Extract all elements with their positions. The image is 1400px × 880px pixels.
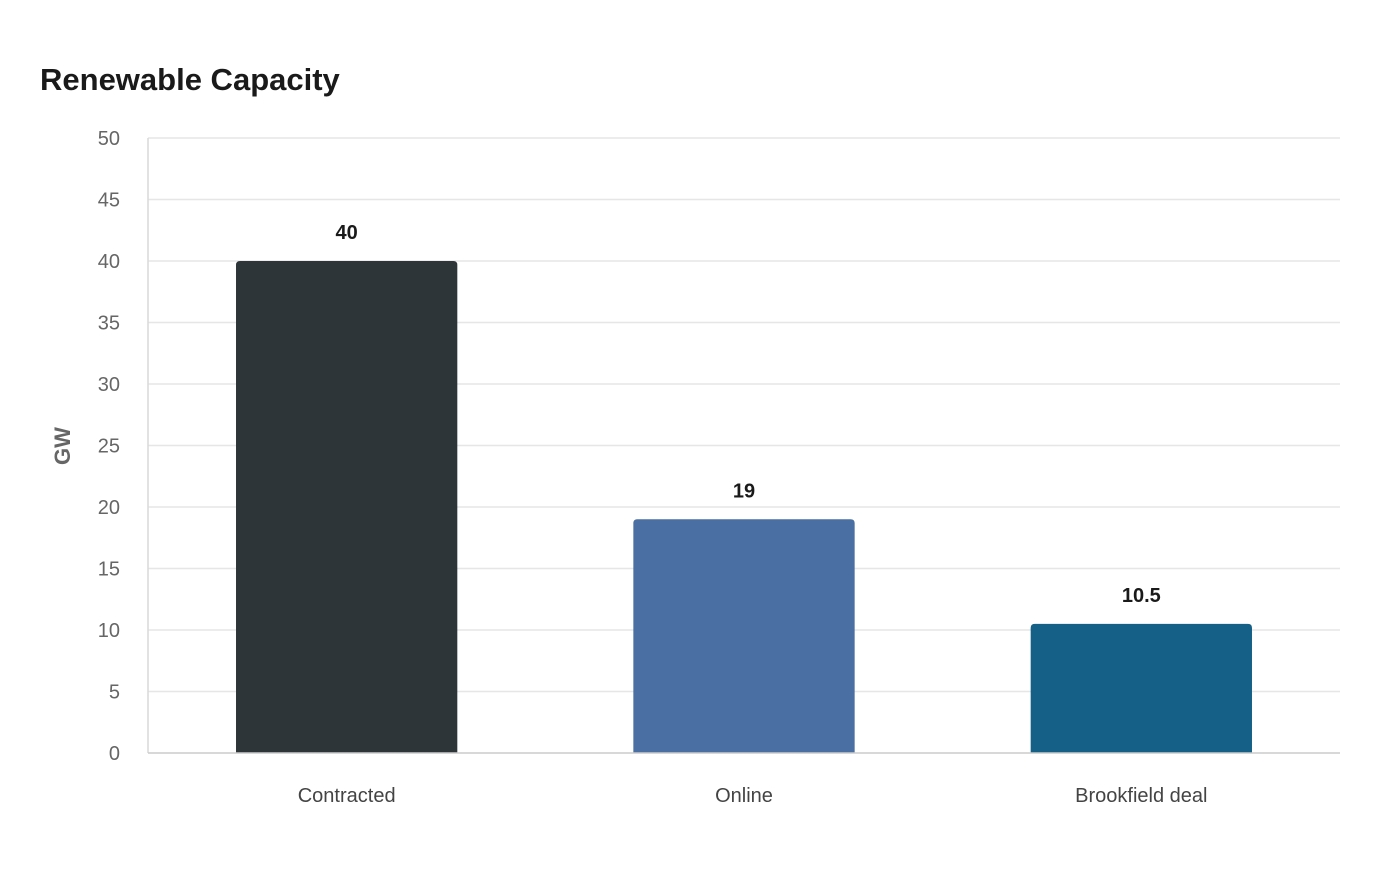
- y-tick-label: 40: [98, 251, 120, 273]
- bars: [236, 261, 1252, 753]
- y-tick-label: 30: [98, 374, 120, 396]
- y-tick-label: 0: [109, 743, 120, 765]
- bar-brookfield-deal: [1030, 623, 1252, 753]
- bar-value-label: 19: [733, 480, 755, 502]
- y-tick-label: 20: [98, 497, 120, 519]
- bar-online: [633, 519, 855, 753]
- bar-value-label: 40: [336, 222, 358, 244]
- x-category-label: Brookfield deal: [1075, 785, 1207, 807]
- y-axis-ticks: 0 5 10 15 20 25 30 35 40 45 50: [98, 128, 120, 765]
- y-tick-label: 5: [109, 682, 120, 704]
- y-tick-label: 15: [98, 559, 120, 581]
- x-category-label: Contracted: [298, 785, 396, 807]
- y-tick-label: 45: [98, 190, 120, 212]
- x-category-label: Online: [715, 785, 773, 807]
- bar-value-label: 10.5: [1122, 585, 1161, 607]
- value-labels: 40 19 10.5: [336, 222, 1161, 607]
- bar-contracted: [236, 261, 458, 753]
- y-tick-label: 35: [98, 313, 120, 335]
- x-axis-labels: Contracted Online Brookfield deal: [298, 785, 1208, 807]
- y-axis-title: GW: [50, 427, 75, 465]
- y-tick-label: 25: [98, 436, 120, 458]
- chart-title: Renewable Capacity: [40, 62, 340, 97]
- y-tick-label: 50: [98, 128, 120, 150]
- y-tick-label: 10: [98, 620, 120, 642]
